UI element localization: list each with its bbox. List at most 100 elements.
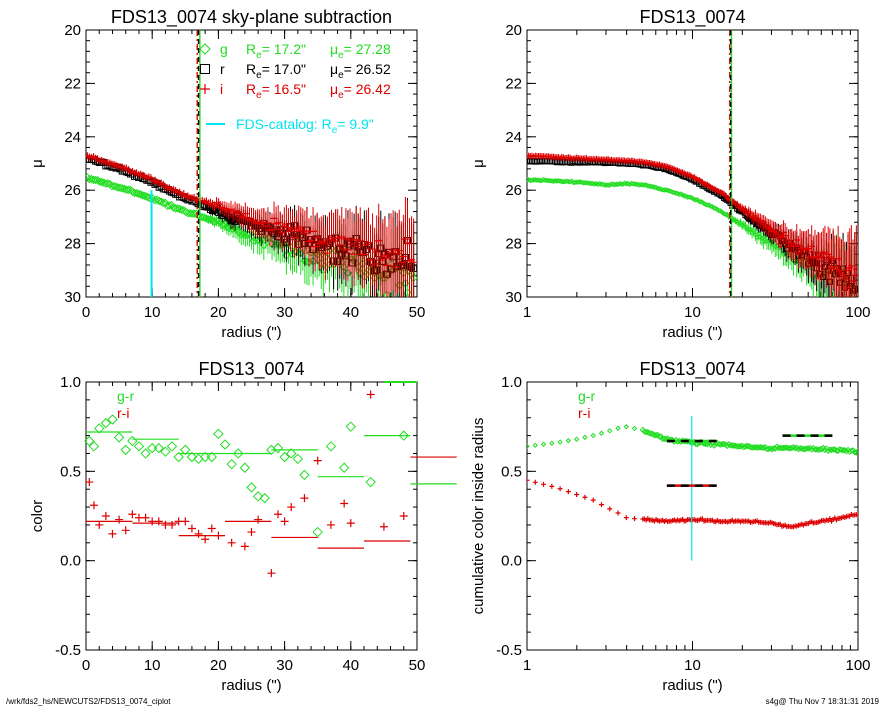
data-point xyxy=(140,191,149,201)
y-tick-label: 0.5 xyxy=(60,463,81,480)
data-point xyxy=(716,208,722,214)
data-point xyxy=(542,177,548,184)
y-tick-label: 1.0 xyxy=(501,374,522,391)
data-point xyxy=(540,441,547,447)
legend-re-value: Re= 17.2" xyxy=(246,41,306,61)
data-point xyxy=(153,442,165,454)
x-axis-label: radius (") xyxy=(662,677,722,694)
data-point xyxy=(94,423,105,434)
data-point xyxy=(598,502,604,508)
data-point xyxy=(798,445,805,452)
data-point xyxy=(623,181,630,187)
data-point xyxy=(557,439,563,445)
data-point xyxy=(598,181,605,188)
x-tick-label: 30 xyxy=(276,657,293,674)
data-point xyxy=(273,510,282,519)
legend: g Re= 17.2" μe= 27.28 r Re= 17.0" μe= 26.52 i R… xyxy=(199,41,391,136)
data-point xyxy=(173,451,184,463)
data-point xyxy=(532,442,538,449)
data-point xyxy=(240,542,249,551)
legend-label: r-i xyxy=(578,405,590,421)
data-point xyxy=(641,182,648,188)
x-tick-label: 1 xyxy=(523,304,531,321)
data-point xyxy=(827,516,833,522)
chart-title: FDS13_0074 xyxy=(639,7,745,28)
data-point xyxy=(573,436,580,442)
y-axis-label: color xyxy=(29,500,46,533)
data-point xyxy=(120,444,131,456)
data-point xyxy=(326,520,335,529)
data-point xyxy=(527,443,530,450)
footer-path: /wrk/fds2_hs/NEWCUTS2/FDS13_0074_ciplot xyxy=(6,697,171,706)
data-point xyxy=(279,451,290,463)
data-point xyxy=(134,189,143,199)
y-axis-label: cumulative color inside radius xyxy=(470,418,487,615)
data-point xyxy=(585,180,591,186)
data-point xyxy=(853,266,858,273)
data-point xyxy=(574,492,580,498)
data-point xyxy=(312,526,323,538)
y-tick-label: 20 xyxy=(64,22,81,39)
y-tick-label: 22 xyxy=(505,75,522,92)
data-point xyxy=(365,476,376,488)
data-point xyxy=(745,442,752,450)
data-point xyxy=(226,458,237,470)
data-point xyxy=(645,183,651,189)
plot-frame xyxy=(85,381,418,651)
data-point xyxy=(141,513,150,522)
y-tick-label: 24 xyxy=(64,129,81,146)
x-tick-label: 100 xyxy=(845,657,870,674)
data-point xyxy=(345,421,357,432)
y-tick-label: 0.0 xyxy=(60,553,81,570)
legend-label: g-r xyxy=(117,388,134,404)
data-point xyxy=(673,190,679,196)
data-point xyxy=(181,517,190,526)
data-point xyxy=(730,442,738,449)
data-point xyxy=(800,445,807,453)
data-point xyxy=(163,201,172,211)
data-point xyxy=(227,538,236,547)
data-point xyxy=(338,462,350,473)
data-point xyxy=(854,448,858,455)
data-point xyxy=(772,445,779,452)
data-point xyxy=(247,528,256,537)
y-axis-label: μ xyxy=(470,159,487,168)
x-tick-label: 10 xyxy=(684,657,701,674)
data-point xyxy=(652,431,660,439)
x-tick-label: 50 xyxy=(409,657,426,674)
legend-mu-value: μe= 26.42 xyxy=(330,81,391,101)
data-point xyxy=(136,190,145,199)
data-point xyxy=(829,446,837,453)
data-point xyxy=(559,178,565,185)
data-point xyxy=(607,506,613,512)
data-point xyxy=(615,425,621,431)
data-point xyxy=(100,417,112,429)
data-point xyxy=(848,447,855,455)
x-axis-label: radius (") xyxy=(221,324,281,341)
y-axis-label: μ xyxy=(29,159,46,168)
y-tick-label: 26 xyxy=(505,182,522,199)
data-point xyxy=(651,184,658,191)
data-point xyxy=(692,440,700,448)
data-point xyxy=(815,446,822,454)
data-point xyxy=(213,428,224,440)
data-point xyxy=(252,491,264,502)
data-point xyxy=(95,520,104,529)
y-tick-label: 26 xyxy=(64,182,81,199)
data-point xyxy=(565,437,572,444)
data-point xyxy=(648,183,654,190)
data-point xyxy=(541,481,547,487)
legend-re-value: Re= 16.5" xyxy=(246,81,306,101)
data-point xyxy=(549,483,555,489)
data-point xyxy=(704,202,711,208)
data-point xyxy=(557,486,563,492)
x-tick-label: 0 xyxy=(82,657,90,674)
data-point xyxy=(200,64,210,74)
data-point xyxy=(656,433,663,440)
data-point xyxy=(325,441,337,452)
data-point xyxy=(201,535,210,544)
legend-band-label: r xyxy=(220,61,225,77)
data-point xyxy=(159,198,168,208)
